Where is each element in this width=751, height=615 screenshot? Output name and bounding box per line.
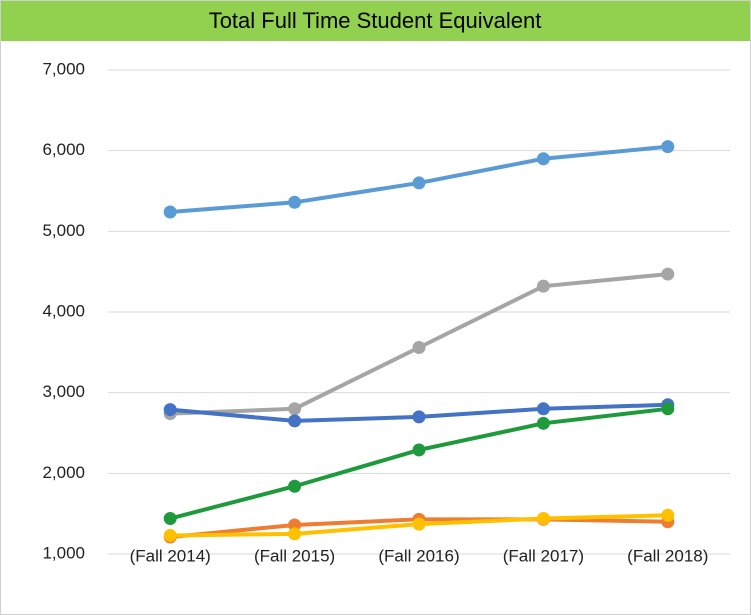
data-point (163, 512, 177, 526)
data-point (163, 528, 177, 542)
data-point (412, 176, 426, 190)
data-point (536, 279, 550, 293)
y-tick-label: 5,000 (42, 221, 85, 240)
data-point (661, 267, 675, 281)
x-tick-label: (Fall 2017) (503, 546, 584, 565)
data-point (288, 402, 302, 416)
data-point (661, 508, 675, 522)
y-tick-label: 3,000 (42, 382, 85, 401)
data-point (536, 152, 550, 166)
y-tick-label: 4,000 (42, 301, 85, 320)
data-point (536, 416, 550, 430)
data-point (412, 517, 426, 531)
x-tick-label: (Fall 2014) (130, 546, 211, 565)
data-point (412, 340, 426, 354)
y-tick-label: 1,000 (42, 543, 85, 562)
x-tick-label: (Fall 2015) (254, 546, 335, 565)
data-point (661, 402, 675, 416)
data-point (412, 410, 426, 424)
data-point (412, 443, 426, 457)
data-point (163, 403, 177, 417)
x-tick-label: (Fall 2018) (627, 546, 708, 565)
title-bar (1, 1, 750, 41)
y-tick-label: 6,000 (42, 140, 85, 159)
data-point (163, 205, 177, 219)
data-point (288, 195, 302, 209)
data-point (536, 512, 550, 526)
data-point (661, 140, 675, 154)
y-tick-label: 7,000 (42, 59, 85, 78)
data-point (536, 402, 550, 416)
data-point (288, 479, 302, 493)
x-tick-label: (Fall 2016) (378, 546, 459, 565)
y-tick-label: 2,000 (42, 463, 85, 482)
chart-title: Total Full Time Student Equivalent (209, 8, 542, 33)
data-point (288, 527, 302, 541)
data-point (288, 414, 302, 428)
